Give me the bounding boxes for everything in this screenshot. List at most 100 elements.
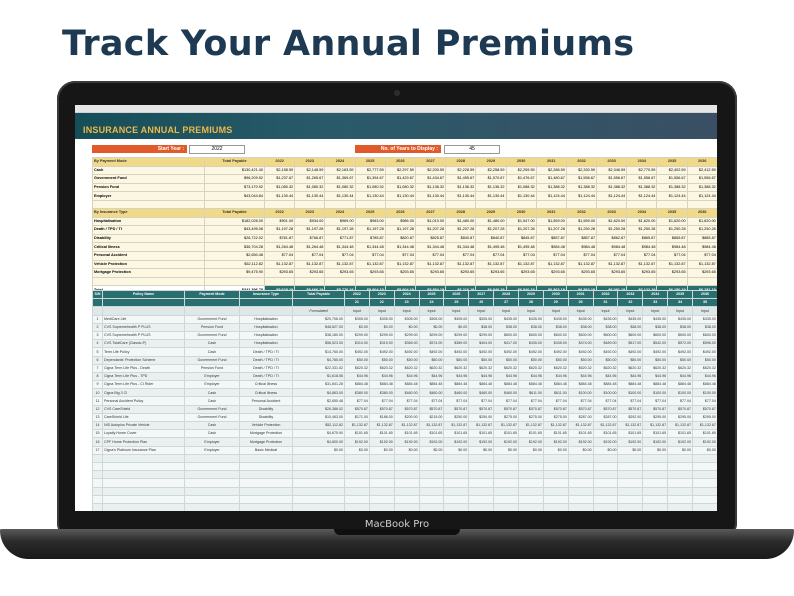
- premium-input[interactable]: $50.00: [518, 355, 544, 365]
- year-value[interactable]: $1,344.48: [445, 242, 477, 252]
- premium-input[interactable]: $192.00: [592, 437, 619, 447]
- year-value[interactable]: $1,388.32: [656, 182, 688, 193]
- empty-cell[interactable]: [344, 478, 370, 488]
- premium-input[interactable]: $600.00: [667, 330, 694, 341]
- payment-mode-select[interactable]: Pension Fund: [184, 363, 240, 373]
- empty-cell[interactable]: [535, 276, 567, 287]
- premium-input[interactable]: $50.00: [368, 355, 395, 365]
- year-value[interactable]: $293.65: [263, 268, 296, 278]
- empty-cell[interactable]: [393, 494, 420, 504]
- year-value[interactable]: $1,130.44: [354, 191, 386, 201]
- premium-input[interactable]: $77.04: [368, 396, 395, 406]
- year-value[interactable]: $1,556.67: [565, 174, 598, 184]
- year-value[interactable]: $1,265.67: [294, 174, 326, 184]
- premium-input[interactable]: $492.00: [393, 347, 420, 357]
- empty-cell[interactable]: [368, 502, 395, 511]
- year-value[interactable]: $1,620.00: [626, 216, 658, 227]
- year-value[interactable]: $1,207.28: [475, 225, 507, 235]
- empty-cell[interactable]: [567, 502, 594, 511]
- premium-input[interactable]: $570.87: [493, 404, 520, 414]
- policy-name[interactable]: Dependants' Protection Scheme: [102, 355, 185, 365]
- empty-cell[interactable]: [393, 486, 420, 496]
- premium-input[interactable]: $299.00: [344, 330, 370, 341]
- year-value[interactable]: $1,547.00: [505, 216, 537, 227]
- premium-input[interactable]: $572.00: [667, 339, 694, 349]
- premium-input[interactable]: $192.00: [443, 437, 470, 447]
- premium-input[interactable]: $600.00: [518, 330, 544, 341]
- year-value[interactable]: $984.48: [626, 242, 658, 252]
- year-value[interactable]: $840.87: [445, 233, 477, 244]
- premium-input[interactable]: $287.00: [567, 412, 594, 423]
- year-value[interactable]: $1,480.00: [445, 216, 477, 227]
- empty-cell[interactable]: [102, 486, 185, 496]
- year-value[interactable]: $1,130.44: [294, 191, 326, 201]
- empty-cell[interactable]: [443, 486, 470, 496]
- premium-input[interactable]: $380.00: [344, 388, 370, 398]
- year-value[interactable]: $1,344.48: [324, 242, 356, 252]
- year-value[interactable]: $820.87: [384, 233, 416, 244]
- premium-input[interactable]: $101.65: [344, 429, 370, 439]
- empty-cell[interactable]: [102, 502, 185, 511]
- empty-cell[interactable]: [692, 494, 717, 504]
- premium-input[interactable]: $492.00: [617, 347, 644, 357]
- empty-cell[interactable]: [263, 276, 296, 287]
- policy-name[interactable]: CVS Supremehealth P PLUS: [102, 322, 185, 332]
- premium-input[interactable]: $570.87: [443, 404, 470, 414]
- year-value[interactable]: $1,197.28: [354, 225, 386, 235]
- premium-input[interactable]: $435.00: [493, 314, 520, 324]
- premium-input[interactable]: $192.00: [344, 437, 370, 447]
- year-value[interactable]: $1,556.67: [686, 174, 717, 184]
- year-value[interactable]: $984.48: [656, 242, 688, 252]
- empty-cell[interactable]: [567, 461, 594, 472]
- premium-input[interactable]: $884.48: [443, 380, 470, 390]
- empty-cell[interactable]: [656, 276, 688, 287]
- year-value[interactable]: $1,250.28: [596, 225, 628, 235]
- year-value[interactable]: $77.04: [656, 250, 688, 261]
- insurance-type-select[interactable]: Death / TPD / TI: [239, 371, 293, 382]
- insurance-type-select[interactable]: Mortgage Protection: [239, 437, 293, 447]
- empty-cell[interactable]: [393, 453, 420, 463]
- premium-input[interactable]: $620.32: [468, 363, 495, 373]
- year-value[interactable]: $2,286.59: [535, 165, 567, 176]
- year-value[interactable]: $293.65: [354, 268, 386, 278]
- year-value[interactable]: $2,412.59: [686, 165, 717, 176]
- premium-input[interactable]: $44.96: [617, 371, 644, 382]
- empty-cell[interactable]: [445, 276, 477, 287]
- policy-name[interactable]: MediCare Life: [102, 314, 185, 324]
- premium-input[interactable]: $38.00: [642, 322, 669, 332]
- premium-input[interactable]: $287.00: [592, 412, 619, 423]
- premium-input[interactable]: $492.00: [642, 347, 669, 357]
- premium-input[interactable]: $101.65: [617, 429, 644, 439]
- empty-cell[interactable]: [692, 461, 717, 472]
- premium-input[interactable]: $50.00: [344, 355, 370, 365]
- empty-cell[interactable]: [493, 470, 520, 480]
- year-value[interactable]: $77.04: [596, 250, 628, 261]
- empty-cell[interactable]: [344, 461, 370, 472]
- year-value[interactable]: $2,770.59: [626, 165, 658, 176]
- empty-cell[interactable]: [184, 461, 240, 472]
- insurance-type-select[interactable]: Death / TPD / TI: [239, 355, 293, 365]
- year-value[interactable]: $2,330.59: [565, 165, 598, 176]
- premium-input[interactable]: $542.00: [642, 339, 669, 349]
- empty-cell[interactable]: [102, 453, 185, 463]
- empty-cell[interactable]: [414, 276, 447, 287]
- premium-input[interactable]: $570.87: [692, 404, 717, 414]
- year-value[interactable]: $1,197.28: [263, 225, 296, 235]
- year-value[interactable]: $1,556.67: [656, 174, 688, 184]
- premium-input[interactable]: $50.00: [617, 355, 644, 365]
- empty-cell[interactable]: [443, 453, 470, 463]
- premium-input[interactable]: $1,132.87: [642, 420, 669, 431]
- premium-input[interactable]: $0.00: [344, 445, 370, 455]
- policy-name[interactable]: CVS CareShield: [102, 404, 185, 414]
- premium-input[interactable]: $50.00: [667, 355, 694, 365]
- premium-input[interactable]: $77.04: [667, 396, 694, 406]
- premium-input[interactable]: $192.00: [617, 437, 644, 447]
- empty-cell[interactable]: [542, 470, 569, 480]
- policy-name[interactable]: Cigna's Platinum Insurance Plan: [102, 445, 185, 455]
- premium-input[interactable]: $50.00: [468, 355, 495, 365]
- year-value[interactable]: $1,130.44: [263, 191, 296, 201]
- premium-input[interactable]: $884.48: [617, 380, 644, 390]
- premium-input[interactable]: $600.00: [493, 330, 520, 341]
- year-value[interactable]: $1,207.28: [414, 225, 447, 235]
- empty-cell[interactable]: [393, 461, 420, 472]
